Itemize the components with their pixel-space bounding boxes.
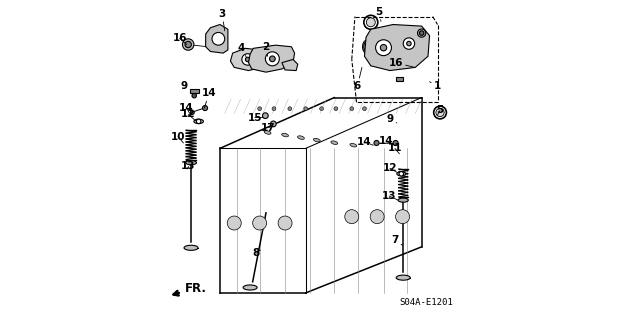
Circle shape [436,108,444,117]
Text: 9: 9 [387,114,397,124]
Text: 16: 16 [172,33,187,45]
Circle shape [374,140,379,145]
Circle shape [278,216,292,230]
Ellipse shape [186,160,196,165]
Polygon shape [364,25,429,70]
Circle shape [196,119,201,123]
Circle shape [191,111,194,115]
Circle shape [262,113,268,119]
Ellipse shape [264,131,271,134]
Text: 6: 6 [354,67,362,91]
Circle shape [350,107,354,111]
Circle shape [185,41,191,48]
Circle shape [399,172,404,176]
Circle shape [419,31,424,35]
Circle shape [182,39,194,50]
Ellipse shape [331,141,338,145]
Text: 7: 7 [391,235,403,246]
Circle shape [396,210,410,224]
Text: 5: 5 [375,7,382,21]
Circle shape [403,38,415,49]
Text: 2: 2 [262,42,269,56]
Text: S04A-E1201: S04A-E1201 [399,298,453,307]
Text: 15: 15 [248,113,264,122]
Circle shape [271,121,276,127]
Circle shape [362,107,366,111]
Ellipse shape [362,40,371,53]
Circle shape [272,107,276,111]
Ellipse shape [243,285,257,290]
Circle shape [202,106,207,111]
Circle shape [380,45,387,51]
Circle shape [288,107,292,111]
Ellipse shape [314,138,320,142]
Circle shape [366,18,375,27]
Circle shape [370,210,384,224]
Text: 14: 14 [202,88,216,108]
Circle shape [406,41,411,46]
Circle shape [212,33,225,45]
Ellipse shape [364,42,370,52]
Text: 14: 14 [357,137,373,147]
Circle shape [304,107,308,111]
Ellipse shape [184,245,198,250]
Circle shape [345,210,359,224]
Ellipse shape [396,275,410,280]
Text: 5: 5 [436,105,444,115]
Circle shape [245,57,250,62]
Polygon shape [282,59,298,70]
Circle shape [266,52,279,66]
Circle shape [192,93,196,98]
Circle shape [334,107,338,111]
Text: 17: 17 [261,123,276,133]
Polygon shape [230,48,264,70]
Text: 13: 13 [181,161,196,172]
Circle shape [320,107,323,111]
Text: 16: 16 [388,58,415,68]
Ellipse shape [298,136,305,139]
Text: 10: 10 [171,132,185,143]
Text: 4: 4 [238,43,246,57]
Text: 12: 12 [383,163,397,174]
Text: 14: 14 [179,103,194,116]
Text: 3: 3 [218,9,226,31]
Circle shape [253,216,267,230]
Circle shape [258,107,262,111]
Polygon shape [248,45,294,72]
Ellipse shape [397,172,406,176]
Polygon shape [191,89,198,93]
Text: 9: 9 [181,81,191,93]
Text: 11: 11 [388,143,402,154]
Circle shape [227,216,241,230]
Text: 1: 1 [429,81,441,92]
Circle shape [269,56,275,62]
Circle shape [242,54,253,65]
Text: 8: 8 [253,248,260,258]
Circle shape [376,40,392,56]
Text: 12: 12 [181,109,196,121]
Polygon shape [396,77,403,81]
Polygon shape [205,25,228,53]
Text: FR.: FR. [173,282,206,295]
Circle shape [417,29,426,37]
Text: 13: 13 [382,191,398,201]
Circle shape [393,140,398,145]
Ellipse shape [350,144,356,147]
Ellipse shape [194,119,204,123]
Ellipse shape [282,133,289,137]
Text: 14: 14 [379,137,395,146]
Ellipse shape [398,198,408,202]
